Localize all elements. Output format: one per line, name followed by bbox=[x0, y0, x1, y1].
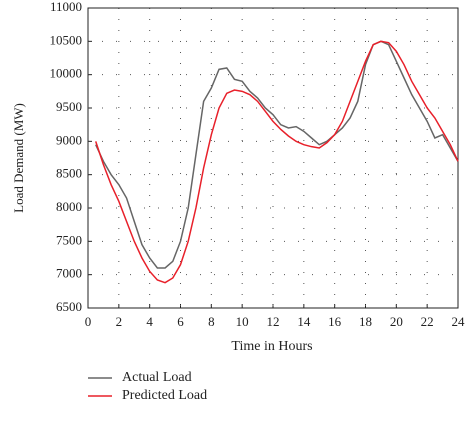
x-tick-label: 22 bbox=[421, 314, 434, 329]
legend-label: Actual Load bbox=[122, 370, 192, 385]
series-line bbox=[94, 40, 459, 284]
x-tick-label: 8 bbox=[208, 314, 215, 329]
x-tick-label: 6 bbox=[177, 314, 184, 329]
series-line bbox=[95, 40, 459, 269]
y-tick-label: 7000 bbox=[56, 266, 82, 281]
x-tick-label: 20 bbox=[390, 314, 403, 329]
x-tick-label: 4 bbox=[146, 314, 153, 329]
y-axis-label: Load Demand (MW) bbox=[11, 103, 26, 213]
x-tick-label: 24 bbox=[452, 314, 466, 329]
x-tick-label: 18 bbox=[359, 314, 372, 329]
y-tick-label: 9500 bbox=[56, 99, 82, 114]
y-tick-label: 10500 bbox=[50, 32, 83, 47]
x-tick-label: 16 bbox=[328, 314, 342, 329]
y-tick-label: 9000 bbox=[56, 132, 82, 147]
y-tick-label: 8000 bbox=[56, 199, 82, 214]
x-tick-label: 14 bbox=[297, 314, 311, 329]
x-tick-label: 12 bbox=[267, 314, 280, 329]
y-tick-label: 8500 bbox=[56, 166, 82, 181]
y-tick-label: 7500 bbox=[56, 232, 82, 247]
plot-frame bbox=[87, 7, 459, 309]
legend-label: Predicted Load bbox=[122, 388, 207, 403]
x-tick-label: 0 bbox=[85, 314, 92, 329]
y-tick-label: 6500 bbox=[56, 299, 82, 314]
x-axis-label: Time in Hours bbox=[231, 339, 312, 354]
y-tick-label: 11000 bbox=[50, 0, 82, 14]
x-tick-label: 10 bbox=[236, 314, 249, 329]
y-tick-label: 10000 bbox=[50, 66, 83, 81]
x-tick-label: 2 bbox=[116, 314, 123, 329]
